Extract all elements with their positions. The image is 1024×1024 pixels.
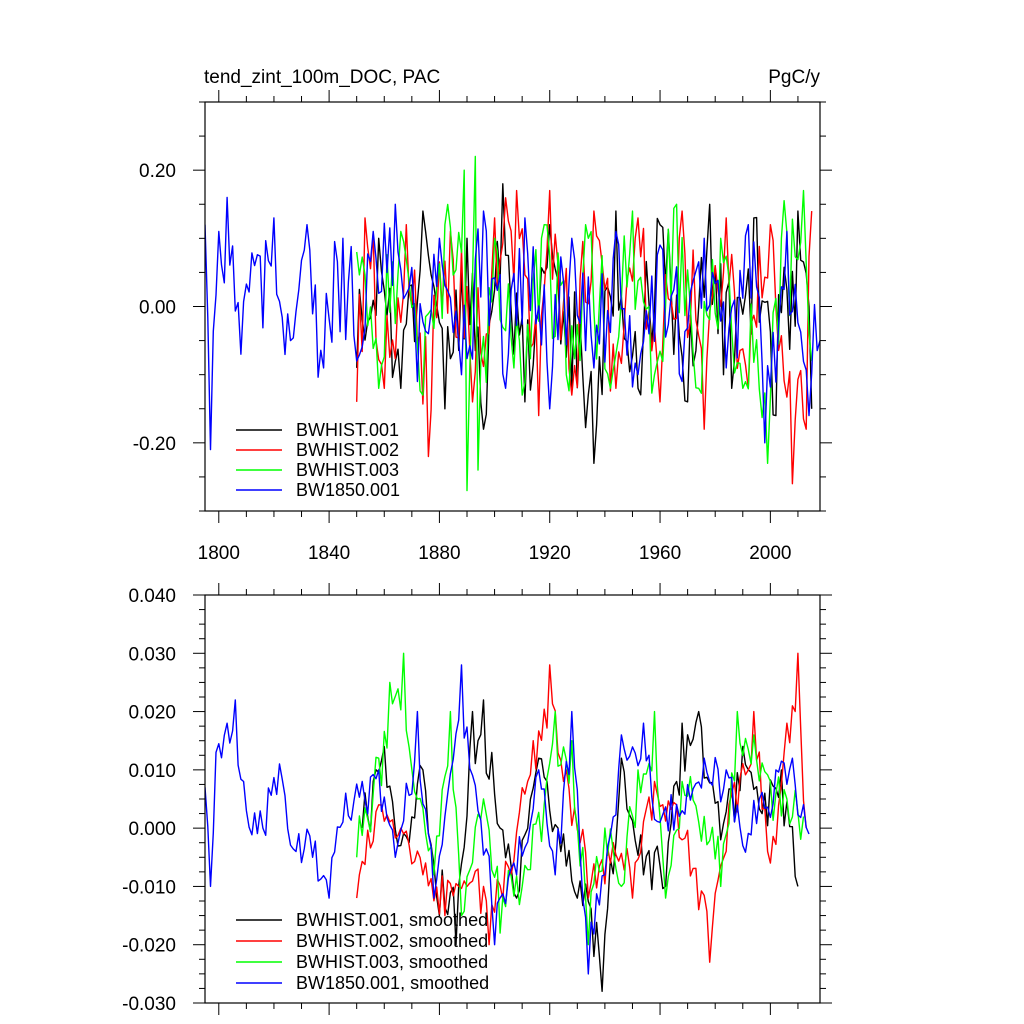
- series-line-bwhist-001-smoothed: [361, 699, 799, 992]
- x-tick-label: 1800: [198, 543, 240, 564]
- chart-title: tend_zint_100m_DOC, PAC: [204, 67, 440, 88]
- y-tick-label: 0.020: [128, 703, 176, 724]
- y-tick-label: 0.040: [128, 586, 176, 607]
- y-tick-label: 0.010: [128, 761, 176, 782]
- x-tick-label: 2000: [749, 543, 791, 564]
- bottom-panel: -0.030 -0.020 -0.010 0.000 0.010 0.020 0.030 0.…: [122, 583, 832, 1015]
- series-line-bw1850-001: [205, 196, 820, 451]
- x-tick-label: 1960: [639, 543, 681, 564]
- legend-label: BWHIST.001: [296, 420, 399, 440]
- x-tick-label: 1840: [308, 543, 350, 564]
- plot-area: -0.030 -0.020 -0.010 0.000 0.010 0.020 0.030 0.…: [122, 583, 832, 1015]
- legend-label: BW1850.001, smoothed: [296, 973, 489, 993]
- series-line-bw1850-001-smoothed: [205, 664, 810, 975]
- y-tick-label: 0.00: [139, 298, 176, 319]
- series-line-bwhist-003: [356, 155, 813, 492]
- y-tick-label: -0.030: [122, 994, 176, 1015]
- y-tick-label: -0.010: [122, 877, 176, 898]
- x-tick-label: 1920: [529, 543, 571, 564]
- legend-label: BWHIST.001, smoothed: [296, 910, 488, 930]
- series-line-bwhist-002-smoothed: [356, 652, 807, 963]
- y-tick-label: -0.20: [133, 434, 176, 455]
- y-tick-label: 0.000: [128, 819, 176, 840]
- legend-label: BWHIST.002: [296, 440, 399, 460]
- plot-area: 1800 1840 1880 1920 1960 2000 -0.20 0.00 0.20 BWH…: [133, 90, 832, 564]
- legend-label: BWHIST.003: [296, 460, 399, 480]
- top-panel: tend_zint_100m_DOC, PAC PgC/y 1800 1840 18…: [133, 67, 832, 564]
- y-tick-label: 0.030: [128, 644, 176, 665]
- legend-label: BW1850.001: [296, 480, 400, 500]
- x-tick-label: 1880: [418, 543, 460, 564]
- units-label: PgC/y: [768, 67, 820, 88]
- legend-label: BWHIST.002, smoothed: [296, 931, 488, 951]
- y-tick-label: -0.020: [122, 936, 176, 957]
- y-tick-label: 0.20: [139, 161, 176, 182]
- legend-label: BWHIST.003, smoothed: [296, 952, 488, 972]
